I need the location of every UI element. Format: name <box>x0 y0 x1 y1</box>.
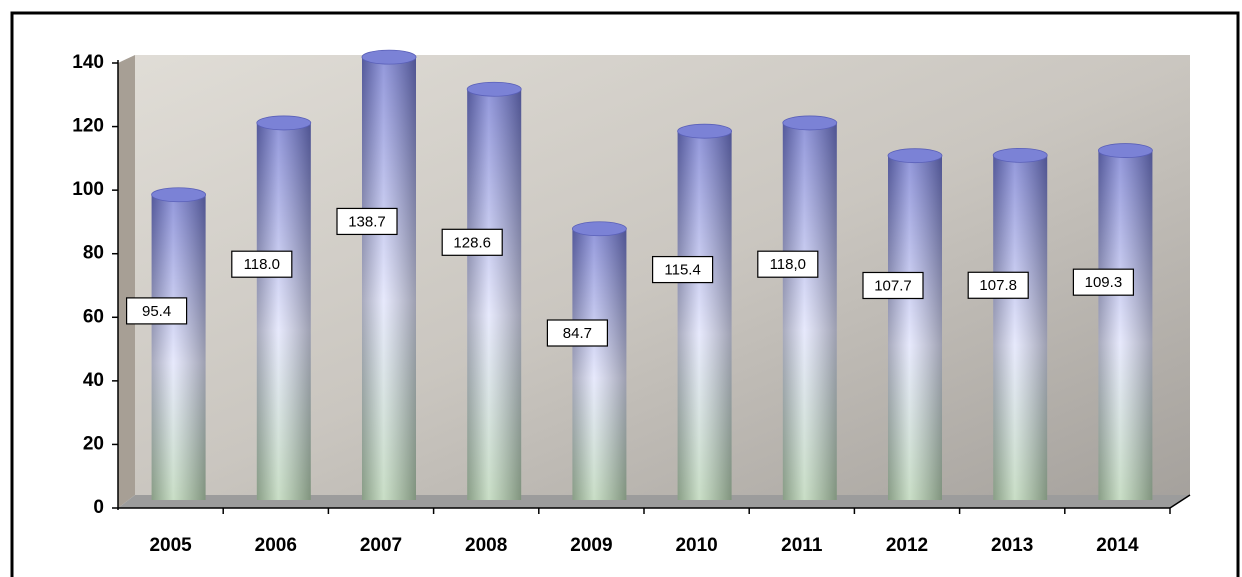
value-label: 118.0 <box>244 256 280 273</box>
value-label: 84.7 <box>563 325 592 342</box>
value-label: 109.3 <box>1085 274 1123 291</box>
bar-top <box>572 221 627 237</box>
value-label: 107.8 <box>979 277 1017 294</box>
value-label-box <box>967 271 1029 299</box>
bar-shade <box>888 155 942 501</box>
bar-shade <box>993 155 1048 500</box>
value-label-box <box>231 250 293 278</box>
value-label-box <box>651 255 714 284</box>
side-wall <box>118 55 135 508</box>
bar-shade <box>151 194 206 500</box>
x-tick-label: 2013 <box>991 535 1033 556</box>
value-label-box <box>757 250 819 278</box>
bar-top <box>361 49 417 65</box>
y-tick-label: 40 <box>83 370 104 391</box>
y-tick-label: 20 <box>83 433 104 454</box>
bar-top <box>466 81 522 97</box>
value-label: 115.4 <box>664 262 700 279</box>
bar-top <box>677 123 732 139</box>
y-tick-label: 140 <box>72 52 104 73</box>
value-label-box <box>336 207 398 236</box>
y-tick-label: 80 <box>83 243 104 264</box>
x-tick-label: 2005 <box>149 535 192 556</box>
value-label: 107.7 <box>874 277 912 294</box>
x-tick-label: 2011 <box>781 535 823 556</box>
x-tick-label: 2009 <box>570 535 612 556</box>
bar-shade <box>467 89 522 500</box>
x-tick-label: 2008 <box>465 535 507 556</box>
bar-top <box>782 115 838 131</box>
frame <box>10 11 1240 577</box>
bar-shade <box>782 122 837 500</box>
y-tick-label: 120 <box>72 116 104 137</box>
value-label-box <box>125 297 188 325</box>
bar-top <box>887 148 943 164</box>
value-label-box <box>546 319 609 347</box>
y-tick-label: 60 <box>83 306 104 327</box>
value-label-box <box>441 228 503 256</box>
bar-top <box>1098 143 1153 158</box>
value-label: 95.4 <box>142 303 171 320</box>
y-tick-label: 100 <box>72 179 104 200</box>
bar-top <box>992 147 1048 163</box>
bar-shade <box>362 57 416 500</box>
value-label: 128.6 <box>453 234 491 251</box>
x-tick-label: 2012 <box>886 535 928 556</box>
bar-shade <box>572 228 627 500</box>
value-label: 138.7 <box>348 213 386 230</box>
y-tick-label: 0 <box>93 497 104 518</box>
x-tick-label: 2014 <box>1096 535 1139 556</box>
bar-shade <box>677 131 732 500</box>
x-tick-label: 2007 <box>360 535 402 556</box>
bar-top <box>256 115 312 131</box>
bar-top <box>151 187 207 203</box>
x-tick-label: 2010 <box>675 535 717 556</box>
x-tick-label: 2006 <box>255 535 297 556</box>
bar-shade <box>1098 150 1153 500</box>
value-label-box <box>1072 268 1135 296</box>
bar-shade <box>256 122 311 500</box>
value-label: 118,0 <box>770 256 806 273</box>
value-label-box <box>862 271 924 300</box>
x-axis-edge <box>1169 494 1191 509</box>
